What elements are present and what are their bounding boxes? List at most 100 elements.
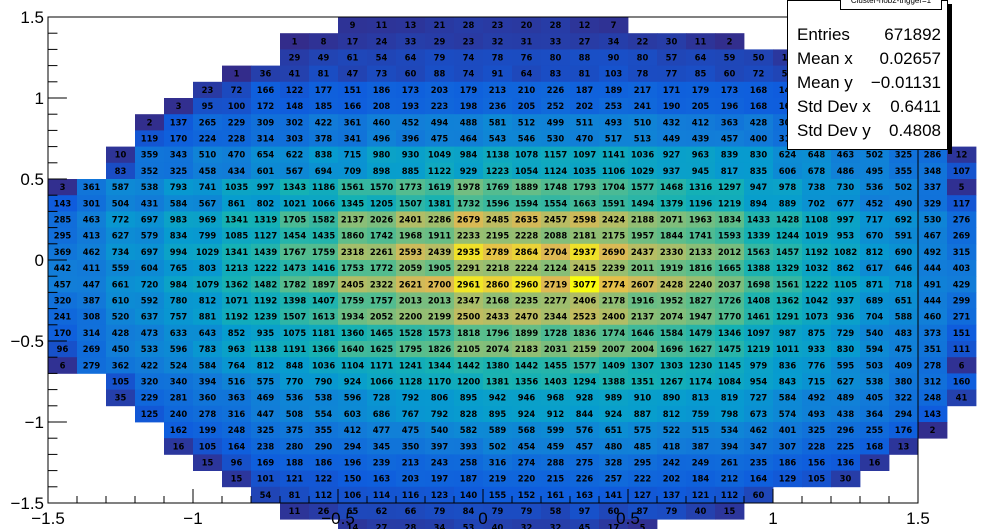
cell-value-label: 2679: [457, 215, 480, 225]
cell-value-label: 2183: [515, 344, 538, 354]
heatmap-cell: [628, 179, 658, 196]
cell-value-label: 96: [57, 344, 69, 354]
heatmap-cell: [599, 357, 629, 374]
cell-value-label: 812: [257, 360, 275, 370]
heatmap-cell: [338, 146, 368, 164]
x-tick-label: 0.5: [616, 509, 640, 528]
cell-value-label: 1351: [631, 377, 654, 387]
heatmap-cell: [541, 503, 571, 520]
heatmap-cell: [831, 260, 861, 277]
cell-value-label: 984: [170, 279, 188, 289]
heatmap-cell: [309, 503, 339, 520]
heatmap-cell: [280, 195, 310, 212]
heatmap-cell: [831, 292, 861, 309]
heatmap-cell: [483, 470, 513, 488]
cell-value-label: 314: [83, 328, 101, 338]
cell-value-label: 596: [170, 344, 188, 354]
cell-value-label: 26: [318, 506, 330, 516]
heatmap-cell: [947, 195, 977, 212]
heatmap-cell: [773, 389, 803, 407]
stats-row-std-dev-x: Std Dev x 0.6411: [797, 97, 941, 119]
cell-value-label: 2774: [602, 279, 625, 289]
cell-value-label: 34: [434, 522, 446, 529]
cell-value-label: 942: [489, 393, 507, 403]
heatmap-cell: [541, 98, 571, 115]
cell-value-label: 983: [170, 215, 188, 225]
cell-value-label: 229: [228, 117, 246, 127]
heatmap-cell: [744, 454, 774, 471]
heatmap-cell: [367, 195, 397, 212]
cell-value-label: 1561: [341, 182, 364, 192]
heatmap-cell: [715, 33, 745, 50]
x-tick-label: −1: [183, 509, 202, 528]
heatmap-cell: [744, 162, 774, 180]
heatmap-cell: [686, 65, 716, 83]
heatmap-cell: [193, 357, 223, 374]
heatmap-cell: [541, 341, 571, 358]
cell-value-label: 90: [608, 53, 620, 63]
heatmap-cell: [686, 422, 716, 439]
cell-value-label: 137: [170, 117, 188, 127]
heatmap-cell: [541, 195, 571, 212]
heatmap-cell: [744, 243, 774, 261]
cell-value-label: 953: [837, 231, 855, 241]
cell-value-label: 661: [112, 279, 130, 289]
heatmap-cell: [193, 130, 223, 147]
heatmap-cell: [541, 373, 571, 390]
heatmap-cell: [367, 470, 397, 488]
cell-value-label: 15: [724, 506, 736, 516]
cell-value-label: 1267: [660, 377, 683, 387]
heatmap-cell: [396, 357, 426, 374]
heatmap-cell: [512, 422, 542, 439]
cell-value-label: 1379: [660, 198, 683, 208]
cell-value-label: 91: [492, 69, 504, 79]
heatmap-cell: [222, 162, 252, 180]
cell-value-label: 1219: [747, 344, 770, 354]
heatmap-cell: [222, 292, 252, 309]
cell-value-label: 2059: [399, 263, 422, 273]
heatmap-cell: [193, 292, 223, 309]
heatmap-cell: [657, 308, 687, 326]
cell-value-label: 2415: [573, 263, 596, 273]
heatmap-cell: [367, 227, 397, 245]
heatmap-cell: [831, 389, 861, 407]
cell-value-label: 11: [376, 20, 388, 30]
cell-value-label: 32: [550, 522, 562, 529]
heatmap-cell: [164, 405, 194, 423]
heatmap-cell: [280, 276, 310, 293]
heatmap-cell: [715, 341, 745, 358]
cell-value-label: 248: [924, 393, 942, 403]
cell-value-label: 49: [318, 53, 330, 63]
heatmap-cell: [309, 227, 339, 245]
cell-value-label: 1362: [225, 279, 248, 289]
cell-value-label: 738: [808, 182, 826, 192]
heatmap-cell: [280, 65, 310, 83]
cell-value-label: 170: [54, 328, 72, 338]
cell-value-label: 477: [373, 425, 391, 435]
heatmap-cell: [193, 243, 223, 261]
cell-value-label: 1127: [254, 231, 277, 241]
heatmap-cell: [512, 486, 542, 504]
cell-value-label: 452: [402, 117, 420, 127]
heatmap-cell: [77, 308, 107, 326]
heatmap-cell: [918, 324, 948, 342]
heatmap-cell: [657, 98, 687, 115]
cell-value-label: 361: [83, 182, 101, 192]
stats-value: 671892: [884, 25, 941, 44]
cell-value-label: 1793: [573, 182, 596, 192]
cell-value-label: 1032: [805, 263, 828, 273]
heatmap-cell: [715, 81, 745, 99]
heatmap-cell: [396, 405, 426, 423]
heatmap-cell: [744, 130, 774, 147]
heatmap-cell: [251, 454, 281, 471]
cell-value-label: 28: [550, 20, 562, 30]
heatmap-cell: [512, 324, 542, 342]
cell-value-label: 22: [637, 36, 649, 46]
heatmap-cell: [280, 227, 310, 245]
heatmap-cell: [309, 389, 339, 407]
heatmap-cell: [251, 114, 281, 131]
heatmap-cell: [193, 162, 223, 180]
heatmap-cell: [599, 260, 629, 277]
heatmap-cell: [802, 211, 832, 228]
cell-value-label: 60: [724, 69, 736, 79]
